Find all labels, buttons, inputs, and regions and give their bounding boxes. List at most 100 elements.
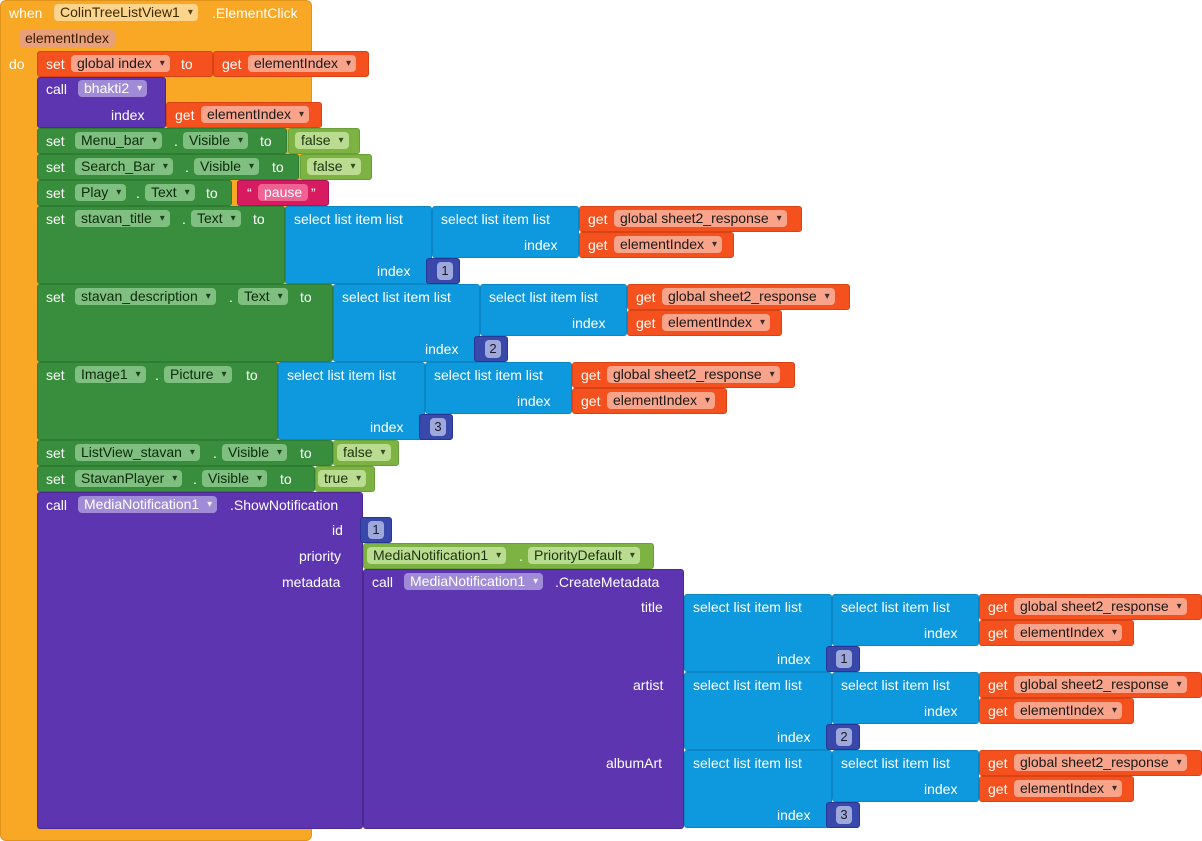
number-field[interactable]: 2 bbox=[485, 340, 501, 358]
stavan-title-dropdown[interactable]: stavan_title bbox=[75, 210, 170, 227]
select-list-item-label: select list item list bbox=[841, 677, 950, 693]
true-dropdown[interactable]: true bbox=[318, 470, 367, 487]
create-metadata-block[interactable] bbox=[363, 569, 684, 829]
quote-open-label: “ bbox=[247, 185, 252, 201]
index-label: index bbox=[572, 315, 606, 331]
bhakti2-dropdown[interactable]: bhakti2 bbox=[78, 80, 148, 97]
dot-label: . bbox=[182, 211, 186, 227]
set-label: set bbox=[46, 289, 65, 305]
select-list-item-label: select list item list bbox=[841, 599, 950, 615]
text-property-dropdown[interactable]: Text bbox=[145, 184, 195, 201]
picture-property-dropdown[interactable]: Picture bbox=[164, 366, 232, 383]
play-dropdown[interactable]: Play bbox=[75, 184, 127, 201]
priority-default-dropdown[interactable]: PriorityDefault bbox=[528, 547, 640, 564]
select-list-item-inner-block[interactable] bbox=[832, 594, 979, 646]
visible-property-dropdown[interactable]: Visible bbox=[222, 444, 287, 461]
element-index-dropdown[interactable]: elementIndex bbox=[614, 236, 723, 253]
menu-bar-dropdown[interactable]: Menu_bar bbox=[75, 132, 163, 149]
set-label: set bbox=[46, 471, 65, 487]
dot-label: . bbox=[229, 289, 233, 305]
priority-component-dropdown[interactable]: MediaNotification1 bbox=[367, 547, 507, 564]
stavan-description-dropdown[interactable]: stavan_description bbox=[75, 288, 216, 305]
element-index-param[interactable]: elementIndex bbox=[19, 30, 116, 47]
number-field[interactable]: 1 bbox=[437, 262, 453, 280]
index-label: index bbox=[425, 341, 459, 357]
get-label: get bbox=[581, 367, 601, 383]
element-index-dropdown[interactable]: elementIndex bbox=[1014, 780, 1123, 797]
visible-property-dropdown[interactable]: Visible bbox=[183, 132, 248, 149]
number-field[interactable]: 3 bbox=[836, 806, 852, 824]
pause-text-field[interactable]: pause bbox=[258, 184, 309, 201]
get-label: get bbox=[222, 56, 242, 72]
number-field[interactable]: 3 bbox=[430, 418, 446, 436]
dot-label: . bbox=[519, 548, 523, 564]
global-sheet2-response-dropdown[interactable]: global sheet2_response bbox=[662, 288, 835, 305]
listview-stavan-dropdown[interactable]: ListView_stavan bbox=[75, 444, 200, 461]
false-dropdown[interactable]: false bbox=[337, 444, 391, 461]
element-index-dropdown[interactable]: elementIndex bbox=[662, 314, 771, 331]
set-label: set bbox=[46, 211, 65, 227]
select-list-item-label: select list item list bbox=[841, 755, 950, 771]
media-notification-dropdown[interactable]: MediaNotification1 bbox=[404, 573, 544, 590]
set-label: set bbox=[46, 445, 65, 461]
select-list-item-inner-block[interactable] bbox=[425, 362, 572, 414]
select-list-item-outer-block[interactable] bbox=[684, 594, 832, 672]
get-label: get bbox=[988, 781, 1008, 797]
media-notification-dropdown[interactable]: MediaNotification1 bbox=[78, 496, 218, 513]
number-field[interactable]: 2 bbox=[836, 728, 852, 746]
select-list-item-outer-block[interactable] bbox=[684, 750, 832, 828]
dot-label: . bbox=[193, 471, 197, 487]
visible-property-dropdown[interactable]: Visible bbox=[202, 470, 267, 487]
select-list-item-inner-block[interactable] bbox=[432, 206, 579, 258]
false-dropdown[interactable]: false bbox=[307, 158, 361, 175]
search-bar-dropdown[interactable]: Search_Bar bbox=[75, 158, 173, 175]
select-list-item-inner-block[interactable] bbox=[832, 672, 979, 724]
select-list-item-outer-block[interactable] bbox=[285, 206, 432, 284]
get-label: get bbox=[175, 107, 195, 123]
global-sheet2-response-dropdown[interactable]: global sheet2_response bbox=[1014, 598, 1187, 615]
event-component-dropdown[interactable]: ColinTreeListView1 bbox=[54, 4, 198, 21]
index-label: index bbox=[524, 237, 558, 253]
stavan-player-dropdown[interactable]: StavanPlayer bbox=[75, 470, 183, 487]
set-label: set bbox=[46, 185, 65, 201]
global-sheet2-response-dropdown[interactable]: global sheet2_response bbox=[607, 366, 780, 383]
select-list-item-inner-block[interactable] bbox=[480, 284, 627, 336]
select-list-item-label: select list item list bbox=[693, 599, 802, 615]
set-play-text-block[interactable] bbox=[37, 180, 232, 206]
select-list-item-label: select list item list bbox=[294, 211, 403, 227]
global-index-dropdown[interactable]: global index bbox=[71, 55, 170, 72]
metadata-arg-label: metadata bbox=[282, 574, 341, 590]
visible-property-dropdown[interactable]: Visible bbox=[194, 158, 259, 175]
to-label: to bbox=[272, 159, 284, 175]
select-list-item-label: select list item list bbox=[489, 289, 598, 305]
show-notification-block[interactable] bbox=[37, 492, 363, 829]
to-label: to bbox=[260, 133, 272, 149]
global-sheet2-response-dropdown[interactable]: global sheet2_response bbox=[1014, 754, 1187, 771]
select-list-item-outer-block[interactable] bbox=[278, 362, 425, 440]
quote-close-label: ” bbox=[311, 185, 316, 201]
element-index-dropdown[interactable]: elementIndex bbox=[248, 55, 357, 72]
select-list-item-inner-block[interactable] bbox=[832, 750, 979, 802]
image1-dropdown[interactable]: Image1 bbox=[75, 366, 146, 383]
text-property-dropdown[interactable]: Text bbox=[238, 288, 288, 305]
index-label: index bbox=[777, 729, 811, 745]
global-sheet2-response-dropdown[interactable]: global sheet2_response bbox=[1014, 676, 1187, 693]
element-index-dropdown[interactable]: elementIndex bbox=[1014, 624, 1123, 641]
element-index-dropdown[interactable]: elementIndex bbox=[607, 392, 716, 409]
number-field[interactable]: 1 bbox=[836, 650, 852, 668]
dot-label: . bbox=[155, 367, 159, 383]
select-list-item-outer-block[interactable] bbox=[333, 284, 480, 362]
element-index-dropdown[interactable]: elementIndex bbox=[1014, 702, 1123, 719]
show-notification-method-label: .ShowNotification bbox=[230, 497, 339, 513]
id-number-field[interactable]: 1 bbox=[368, 521, 384, 539]
get-label: get bbox=[581, 393, 601, 409]
index-label: index bbox=[924, 781, 958, 797]
text-property-dropdown[interactable]: Text bbox=[191, 210, 241, 227]
get-label: get bbox=[988, 599, 1008, 615]
element-index-dropdown[interactable]: elementIndex bbox=[201, 106, 310, 123]
select-list-item-label: select list item list bbox=[287, 367, 396, 383]
select-list-item-outer-block[interactable] bbox=[684, 672, 832, 750]
index-label: index bbox=[777, 807, 811, 823]
false-dropdown[interactable]: false bbox=[295, 132, 349, 149]
global-sheet2-response-dropdown[interactable]: global sheet2_response bbox=[614, 210, 787, 227]
